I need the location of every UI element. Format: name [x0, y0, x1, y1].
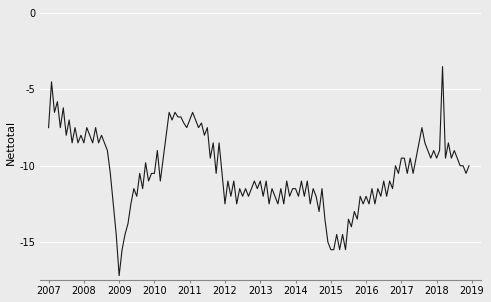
Y-axis label: Nettotal: Nettotal	[5, 120, 16, 165]
